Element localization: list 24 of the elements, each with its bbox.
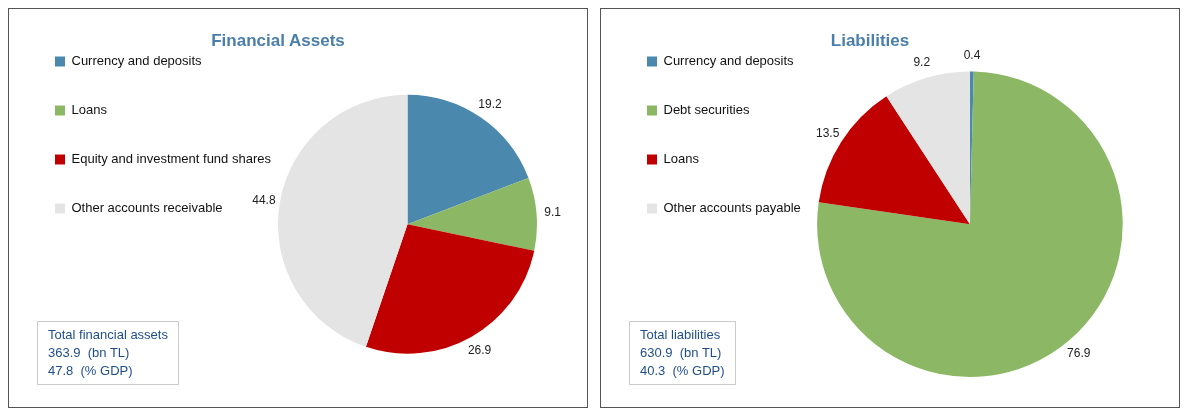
legend-label: Debt securities [663, 102, 750, 118]
data-label: 44.8 [252, 192, 276, 207]
data-label: 76.9 [1067, 345, 1091, 360]
legend-label: Loans [71, 102, 108, 118]
text: Total liabilities [640, 326, 722, 344]
text: 363.9 (bn TL) [48, 344, 131, 362]
chart-title: Liabilities [830, 30, 910, 50]
text: 47.8 (% GDP) [48, 362, 134, 380]
data-label: 26.9 [467, 342, 492, 357]
chart-title: Financial Assets [211, 30, 345, 50]
legend-label: Other accounts payable [663, 200, 801, 216]
legend-label: Currency and deposits [71, 53, 203, 69]
data-label: 0.4 [963, 47, 981, 62]
legend-label: Loans [663, 151, 700, 167]
data-label: 9.1 [544, 205, 562, 220]
legend-label: Other accounts receivable [71, 200, 223, 216]
legend-label: Currency and deposits [663, 53, 795, 69]
text: Total financial assets [48, 326, 168, 344]
data-label: 9.2 [913, 54, 931, 69]
text: 40.3 (% GDP) [640, 362, 725, 380]
data-label: 19.2 [478, 96, 503, 111]
data-label: 13.5 [815, 125, 840, 140]
text: 630.9 (bn TL) [640, 344, 723, 362]
legend-label: Equity and investment fund shares [71, 151, 272, 167]
